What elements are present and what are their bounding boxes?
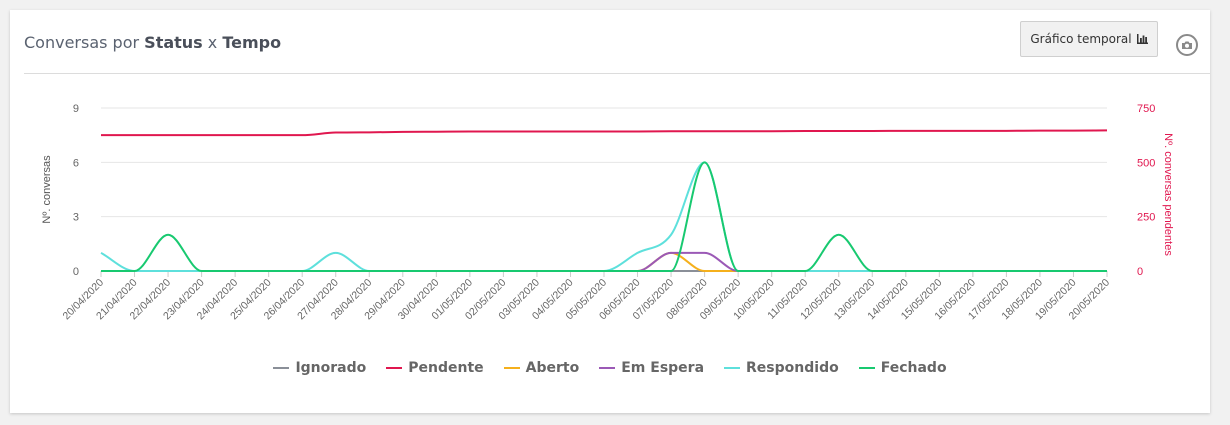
- y-left-tick-label: 3: [73, 212, 79, 224]
- series-line-fechado: [101, 161, 1107, 272]
- temporal-chart-button-label: Gráfico temporal: [1030, 32, 1132, 46]
- title-status: Status: [144, 33, 203, 52]
- line-chart: 0369025050075020/04/202021/04/202022/04/…: [41, 103, 1174, 322]
- camera-icon[interactable]: [1176, 34, 1198, 56]
- y-left-axis-title: Nº. conversas: [41, 155, 53, 224]
- legend-swatch: [858, 367, 875, 369]
- y-left-tick-label: 9: [73, 103, 79, 115]
- title-prefix: Conversas por: [24, 33, 145, 52]
- legend-swatch: [386, 367, 403, 369]
- legend-item-fechado[interactable]: Fechado: [858, 360, 947, 376]
- title-tempo: Tempo: [222, 33, 282, 52]
- legend-item-respondido[interactable]: Respondido: [724, 360, 839, 376]
- series-line-aberto: [101, 251, 1107, 272]
- y-right-tick-label: 500: [1137, 157, 1155, 169]
- legend-item-pendente[interactable]: Pendente: [386, 360, 484, 376]
- chart-legend: Ignorado Pendente Aberto Em Espera Respondid…: [10, 360, 1210, 376]
- bar-chart-icon: [1136, 34, 1148, 44]
- series-line-em-espera: [101, 251, 1107, 272]
- camera-glyph: [1182, 41, 1192, 49]
- chart-card: Conversas por Status x Tempo Gráfico tem…: [10, 10, 1210, 413]
- page-title: Conversas por Status x Tempo: [24, 33, 281, 52]
- y-right-tick-label: 750: [1137, 103, 1155, 115]
- legend-swatch: [724, 367, 741, 369]
- header-divider: [24, 73, 1210, 74]
- legend-item-em-espera[interactable]: Em Espera: [599, 360, 704, 376]
- legend-label: Aberto: [525, 360, 580, 376]
- y-left-tick-label: 0: [73, 266, 79, 278]
- temporal-chart-button[interactable]: Gráfico temporal: [1020, 21, 1158, 57]
- legend-item-aberto[interactable]: Aberto: [503, 360, 580, 376]
- legend-label: Pendente: [408, 360, 484, 376]
- legend-label: Ignorado: [295, 360, 367, 376]
- legend-label: Respondido: [746, 360, 839, 376]
- series-line-pendente: [100, 129, 1108, 137]
- legend-label: Fechado: [880, 360, 947, 376]
- legend-swatch: [503, 367, 520, 369]
- legend-swatch: [599, 367, 616, 369]
- legend-label: Em Espera: [621, 360, 705, 376]
- y-right-tick-label: 250: [1137, 212, 1155, 224]
- title-separator: x: [202, 33, 223, 52]
- y-right-tick-label: 0: [1137, 266, 1143, 278]
- y-left-tick-label: 6: [73, 157, 79, 169]
- legend-swatch: [273, 367, 290, 369]
- legend-item-ignorado[interactable]: Ignorado: [273, 360, 366, 376]
- y-right-axis-title: Nº. conversas pendentes: [1162, 133, 1174, 256]
